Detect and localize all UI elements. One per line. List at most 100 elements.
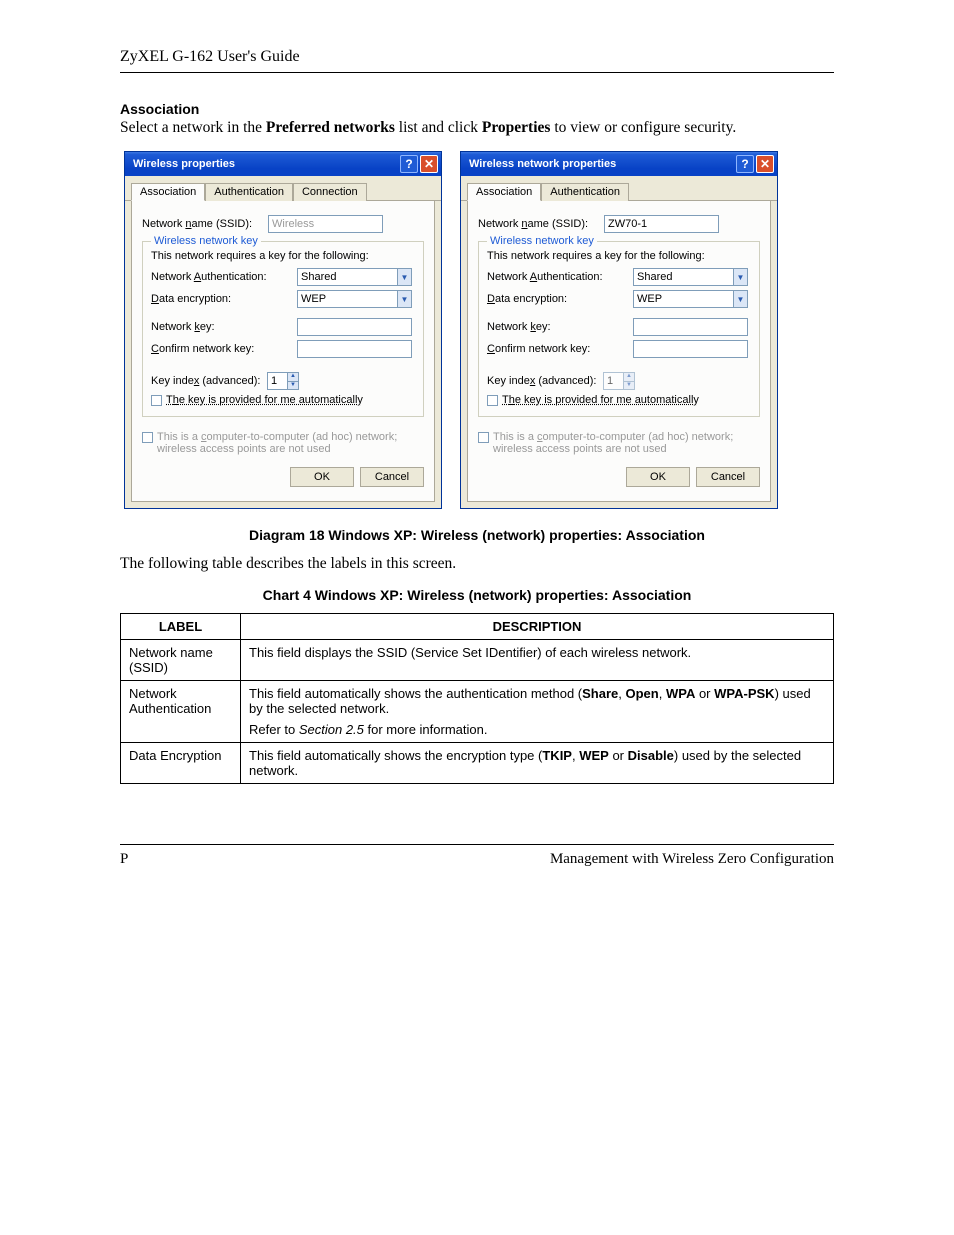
tabbar: Association Authentication — [461, 176, 777, 201]
intro-text: Select a network in the Preferred networ… — [120, 119, 834, 137]
auth-select[interactable]: ▼ — [633, 268, 748, 286]
tab-association[interactable]: Association — [467, 183, 541, 201]
tab-authentication[interactable]: Authentication — [541, 183, 629, 201]
page-footer: P Management with Wireless Zero Configur… — [120, 844, 834, 868]
cancel-button[interactable]: Cancel — [696, 467, 760, 487]
adhoc-label: This is a computer-to-computer (ad hoc) … — [157, 431, 424, 455]
enc-label: Data encryption: — [151, 293, 291, 305]
confirm-input[interactable] — [297, 340, 412, 358]
close-icon[interactable]: ✕ — [756, 155, 774, 173]
cell-label: Network name (SSID) — [121, 640, 241, 681]
spin-down-icon[interactable]: ▼ — [288, 381, 298, 389]
netkey-input[interactable] — [297, 318, 412, 336]
col-desc: DESCRIPTION — [241, 614, 834, 640]
auto-key-label: The key is provided for me automatically — [166, 394, 415, 406]
close-icon[interactable]: ✕ — [420, 155, 438, 173]
dialog-title: Wireless network properties — [469, 158, 616, 170]
cell-label: Data Encryption — [121, 743, 241, 784]
help-icon[interactable]: ? — [400, 155, 418, 173]
tab-authentication[interactable]: Authentication — [205, 183, 293, 201]
help-icon[interactable]: ? — [736, 155, 754, 173]
wireless-properties-dialog: Wireless properties ? ✕ Association Auth… — [124, 151, 442, 509]
enc-value — [633, 290, 733, 308]
keyindex-label: Key index (advanced): — [487, 375, 597, 387]
auto-key-checkbox[interactable] — [151, 395, 162, 406]
requires-text: This network requires a key for the foll… — [487, 250, 751, 262]
auth-label: Network Authentication: — [487, 271, 627, 283]
adhoc-checkbox[interactable] — [142, 432, 153, 443]
spin-up-icon: ▲ — [624, 373, 634, 381]
description-table: LABEL DESCRIPTION Network name (SSID) Th… — [120, 613, 834, 784]
dialog-title: Wireless properties — [133, 158, 235, 170]
auth-select[interactable]: ▼ — [297, 268, 412, 286]
requires-text: This network requires a key for the foll… — [151, 250, 415, 262]
footer-left: P — [120, 851, 128, 868]
intro-b2: Properties — [482, 119, 551, 136]
cell-desc: This field automatically shows the authe… — [241, 681, 834, 743]
cell-label: Network Authentication — [121, 681, 241, 743]
wireless-network-properties-dialog: Wireless network properties ? ✕ Associat… — [460, 151, 778, 509]
tabbar: Association Authentication Connection — [125, 176, 441, 201]
spin-up-icon[interactable]: ▲ — [288, 373, 298, 381]
confirm-input[interactable] — [633, 340, 748, 358]
ssid-input[interactable] — [604, 215, 719, 233]
confirm-label: Confirm network key: — [487, 343, 627, 355]
tab-content: Network name (SSID): Wireless network ke… — [131, 201, 435, 502]
tab-connection[interactable]: Connection — [293, 183, 367, 201]
col-label: LABEL — [121, 614, 241, 640]
section-title: Association — [120, 101, 834, 117]
ssid-label: Network name (SSID): — [478, 218, 598, 230]
cell-desc: This field automatically shows the encry… — [241, 743, 834, 784]
chevron-down-icon[interactable]: ▼ — [397, 290, 412, 308]
fieldset-legend: Wireless network key — [151, 235, 261, 247]
enc-label: Data encryption: — [487, 293, 627, 305]
chevron-down-icon[interactable]: ▼ — [733, 268, 748, 286]
keyindex-spinner[interactable]: ▲▼ — [603, 372, 635, 390]
ok-button[interactable]: OK — [626, 467, 690, 487]
table-row: Network name (SSID) This field displays … — [121, 640, 834, 681]
enc-value — [297, 290, 397, 308]
auto-key-checkbox[interactable] — [487, 395, 498, 406]
enc-select[interactable]: ▼ — [297, 290, 412, 308]
footer-right: Management with Wireless Zero Configurat… — [550, 851, 834, 868]
confirm-label: Confirm network key: — [151, 343, 291, 355]
keyindex-spinner[interactable]: ▲▼ — [267, 372, 299, 390]
titlebar: Wireless properties ? ✕ — [125, 152, 441, 176]
auth-value — [633, 268, 733, 286]
adhoc-checkbox[interactable] — [478, 432, 489, 443]
ssid-input[interactable] — [268, 215, 383, 233]
auth-label: Network Authentication: — [151, 271, 291, 283]
enc-select[interactable]: ▼ — [633, 290, 748, 308]
spin-down-icon: ▼ — [624, 381, 634, 389]
table-row: Network Authentication This field automa… — [121, 681, 834, 743]
intro-suffix: to view or configure security. — [550, 119, 736, 136]
cancel-button[interactable]: Cancel — [360, 467, 424, 487]
intro-mid: list and click — [395, 119, 482, 136]
cell-desc: This field displays the SSID (Service Se… — [241, 640, 834, 681]
titlebar: Wireless network properties ? ✕ — [461, 152, 777, 176]
ok-button[interactable]: OK — [290, 467, 354, 487]
keyindex-value — [267, 372, 287, 390]
intro-prefix: Select a network in the — [120, 119, 266, 136]
auth-value — [297, 268, 397, 286]
diagram-caption: Diagram 18 Windows XP: Wireless (network… — [120, 527, 834, 543]
tab-content: Network name (SSID): Wireless network ke… — [467, 201, 771, 502]
netkey-input[interactable] — [633, 318, 748, 336]
chevron-down-icon[interactable]: ▼ — [733, 290, 748, 308]
tab-association[interactable]: Association — [131, 183, 205, 201]
wireless-key-fieldset: Wireless network key This network requir… — [142, 241, 424, 417]
body-text: The following table describes the labels… — [120, 555, 834, 573]
page-header: ZyXEL G-162 User's Guide — [120, 48, 834, 73]
adhoc-label: This is a computer-to-computer (ad hoc) … — [493, 431, 760, 455]
dialogs-row: Wireless properties ? ✕ Association Auth… — [120, 151, 834, 509]
netkey-label: Network key: — [487, 321, 627, 333]
table-row: Data Encryption This field automatically… — [121, 743, 834, 784]
keyindex-label: Key index (advanced): — [151, 375, 261, 387]
ssid-label: Network name (SSID): — [142, 218, 262, 230]
fieldset-legend: Wireless network key — [487, 235, 597, 247]
keyindex-value — [603, 372, 623, 390]
wireless-key-fieldset: Wireless network key This network requir… — [478, 241, 760, 417]
netkey-label: Network key: — [151, 321, 291, 333]
chevron-down-icon[interactable]: ▼ — [397, 268, 412, 286]
chart-caption: Chart 4 Windows XP: Wireless (network) p… — [120, 587, 834, 603]
